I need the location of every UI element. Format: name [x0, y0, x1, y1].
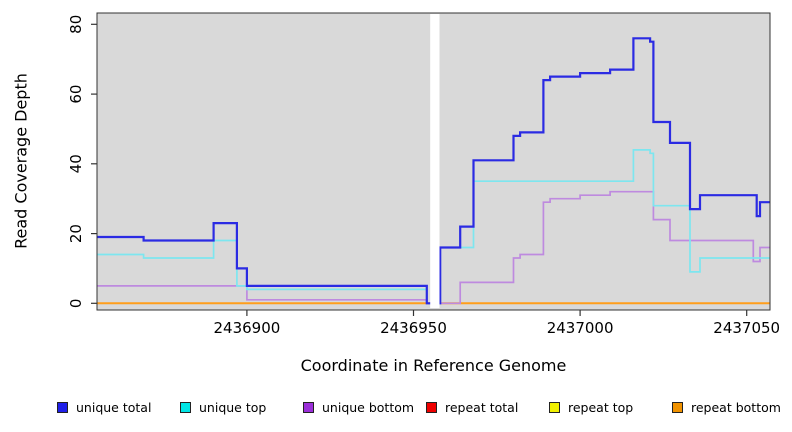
y-tick-label: 20: [67, 224, 85, 243]
gap-band: [430, 14, 440, 308]
y-tick-label: 0: [67, 299, 85, 309]
x-tick-label: 2436900: [213, 319, 280, 337]
legend-label: unique total: [76, 399, 152, 415]
y-tick-label: 80: [67, 15, 85, 34]
legend-swatch-icon: [549, 401, 560, 413]
legend: unique total unique top unique bottom repea…: [57, 397, 792, 417]
x-axis-title: Coordinate in Reference Genome: [300, 356, 567, 375]
legend-swatch-icon: [180, 401, 191, 413]
x-tick-label: 2437050: [713, 319, 780, 337]
y-tick-label: 60: [67, 85, 85, 104]
legend-swatch-icon: [57, 401, 68, 413]
legend-label: repeat bottom: [691, 399, 781, 415]
legend-swatch-icon: [303, 401, 314, 413]
plot-border: [96, 12, 771, 311]
x-tick-label: 2436950: [380, 319, 447, 337]
legend-swatch-icon: [672, 401, 683, 413]
y-axis-title: Read Coverage Depth: [11, 73, 31, 249]
y-tick-label: 40: [67, 154, 85, 173]
legend-label: repeat top: [568, 399, 634, 415]
legend-label: unique top: [199, 399, 267, 415]
legend-item-unique-bottom: unique bottom: [303, 400, 426, 415]
legend-item-repeat-top: repeat top: [549, 400, 672, 415]
legend-swatch-icon: [426, 401, 437, 413]
series-unique-total: [97, 37, 770, 305]
legend-item-unique-total: unique total: [57, 400, 180, 415]
legend-label: repeat total: [445, 399, 519, 415]
x-tick-label: 2437000: [547, 319, 614, 337]
legend-item-repeat-total: repeat total: [426, 400, 549, 415]
legend-item-unique-top: unique top: [180, 400, 303, 415]
series-unique-bottom: [97, 190, 770, 305]
legend-item-repeat-bottom: repeat bottom: [672, 400, 792, 415]
legend-label: unique bottom: [322, 399, 415, 415]
